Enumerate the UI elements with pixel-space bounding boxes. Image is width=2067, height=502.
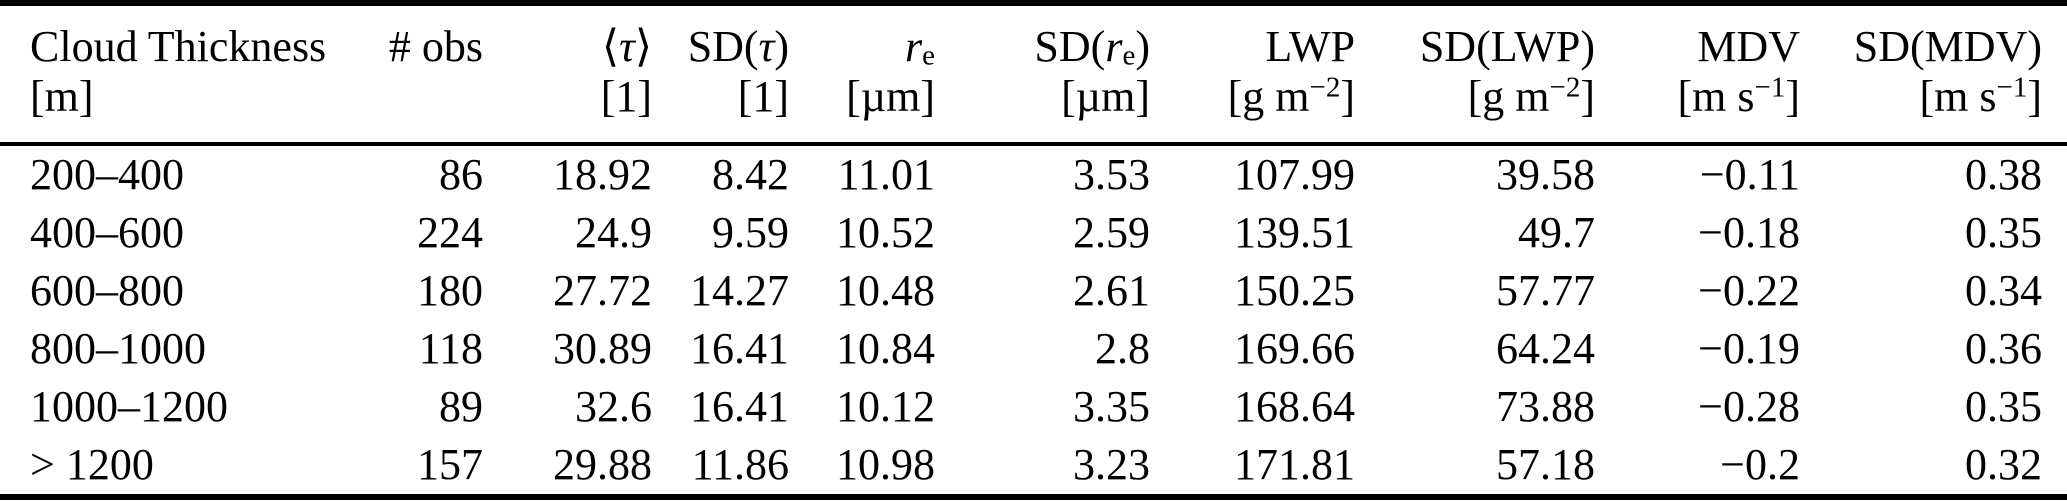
cell-num-obs: 89 — [439, 382, 483, 431]
cell-re-sd: 2.8 — [1095, 324, 1150, 373]
cell-tau-sd: 16.41 — [690, 324, 789, 373]
cell-tau-mean: 32.6 — [575, 382, 652, 431]
cell-cloud-thickness: 200–400 — [30, 150, 184, 199]
cell-mdv-sd: 0.32 — [1965, 440, 2042, 489]
table-header: Cloud Thickness # obs ⟨τ⟩ SD(τ) re SD(re) LWP S… — [0, 3, 2067, 144]
cell-lwp: 139.51 — [1234, 208, 1355, 257]
column-unit-lwp-sd: [g m−2] — [1467, 71, 1595, 121]
cell-lwp: 171.81 — [1234, 440, 1355, 489]
cell-re-sd: 2.59 — [1073, 208, 1150, 257]
column-unit-re: [µm] — [846, 72, 935, 121]
cell-re: 10.84 — [836, 324, 935, 373]
cell-cloud-thickness: 400–600 — [30, 208, 184, 257]
cell-tau-mean: 27.72 — [553, 266, 652, 315]
cell-mdv-sd: 0.36 — [1965, 324, 2042, 373]
column-header-lwp: LWP — [1265, 22, 1355, 71]
cell-mdv: −0.28 — [1698, 382, 1800, 431]
cell-lwp-sd: 73.88 — [1496, 382, 1595, 431]
cell-mdv: −0.2 — [1720, 440, 1800, 489]
column-header-num-obs: # obs — [388, 22, 483, 71]
cell-re: 10.98 — [836, 440, 935, 489]
cell-re: 10.48 — [836, 266, 935, 315]
cell-lwp-sd: 57.18 — [1496, 440, 1595, 489]
cell-re: 11.01 — [837, 150, 935, 199]
cell-mdv: −0.11 — [1699, 150, 1800, 199]
column-header-re-sd: SD(re) — [1034, 22, 1150, 72]
cell-mdv: −0.19 — [1698, 324, 1800, 373]
column-unit-tau-sd: [1] — [737, 72, 789, 121]
cell-tau-mean: 24.9 — [575, 208, 652, 257]
cell-tau-sd: 9.59 — [712, 208, 789, 257]
cell-lwp: 150.25 — [1234, 266, 1355, 315]
cell-lwp-sd: 39.58 — [1496, 150, 1595, 199]
table-row: 400–600 224 24.9 9.59 10.52 2.59 139.51 49.7 −0.… — [0, 204, 2067, 262]
cell-lwp: 168.64 — [1234, 382, 1355, 431]
column-header-re: re — [904, 22, 935, 72]
cell-tau-sd: 16.41 — [690, 382, 789, 431]
column-unit-mdv: [m s−1] — [1677, 71, 1800, 121]
column-header-tau-mean: ⟨τ⟩ — [601, 22, 652, 71]
cell-lwp-sd: 49.7 — [1518, 208, 1595, 257]
table-body: 200–400 86 18.92 8.42 11.01 3.53 107.99 39.58 −0… — [0, 144, 2067, 497]
cell-re-sd: 3.23 — [1073, 440, 1150, 489]
cell-re-sd: 3.35 — [1073, 382, 1150, 431]
cell-mdv: −0.18 — [1698, 208, 1800, 257]
cell-re: 10.12 — [836, 382, 935, 431]
column-header-lwp-sd: SD(LWP) — [1419, 22, 1595, 71]
cell-lwp-sd: 57.77 — [1496, 266, 1595, 315]
cell-re: 10.52 — [836, 208, 935, 257]
cell-lwp: 169.66 — [1234, 324, 1355, 373]
cell-lwp: 107.99 — [1234, 150, 1355, 199]
header-label-row: Cloud Thickness # obs ⟨τ⟩ SD(τ) re SD(re) LWP S… — [0, 3, 2067, 72]
cell-re-sd: 2.61 — [1073, 266, 1150, 315]
cell-num-obs: 86 — [439, 150, 483, 199]
cell-lwp-sd: 64.24 — [1496, 324, 1595, 373]
cell-mdv: −0.22 — [1698, 266, 1800, 315]
cell-cloud-thickness: 1000–1200 — [30, 382, 228, 431]
cell-num-obs: 157 — [417, 440, 483, 489]
table-row: 600–800 180 27.72 14.27 10.48 2.61 150.25 57.77… — [0, 262, 2067, 320]
cell-tau-sd: 11.86 — [691, 440, 789, 489]
cell-cloud-thickness: > 1200 — [30, 440, 154, 489]
cell-tau-mean: 30.89 — [553, 324, 652, 373]
table-row: 200–400 86 18.92 8.42 11.01 3.53 107.99 39.58 −0… — [0, 144, 2067, 204]
column-header-mdv: MDV — [1697, 22, 1800, 71]
column-unit-lwp: [g m−2] — [1227, 71, 1355, 121]
column-unit-num-obs — [375, 72, 483, 144]
cell-cloud-thickness: 800–1000 — [30, 324, 206, 373]
cell-mdv-sd: 0.35 — [1965, 382, 2042, 431]
table-row: 800–1000 118 30.89 16.41 10.84 2.8 169.66 64.24… — [0, 320, 2067, 378]
table-row: > 1200 157 29.88 11.86 10.98 3.23 171.81 57.18 −… — [0, 436, 2067, 497]
cell-re-sd: 3.53 — [1073, 150, 1150, 199]
cell-tau-sd: 14.27 — [690, 266, 789, 315]
header-unit-row: [m] [1] [1] [µm] [µm] [g m−2] [g m−2] [m s−1] [m… — [0, 72, 2067, 144]
column-header-cloud-thickness: Cloud Thickness — [30, 22, 327, 71]
cell-num-obs: 180 — [417, 266, 483, 315]
column-unit-tau-mean: [1] — [600, 72, 652, 121]
cell-cloud-thickness: 600–800 — [30, 266, 184, 315]
column-unit-cloud-thickness: [m] — [30, 72, 94, 121]
column-header-tau-sd: SD(τ) — [687, 22, 789, 71]
cell-num-obs: 224 — [417, 208, 483, 257]
cell-tau-mean: 18.92 — [553, 150, 652, 199]
cell-tau-mean: 29.88 — [553, 440, 652, 489]
cell-mdv-sd: 0.35 — [1965, 208, 2042, 257]
column-header-mdv-sd: SD(MDV) — [1853, 22, 2042, 71]
column-unit-re-sd: [µm] — [1061, 72, 1150, 121]
cell-mdv-sd: 0.34 — [1965, 266, 2042, 315]
cell-num-obs: 118 — [418, 324, 483, 373]
column-unit-mdv-sd: [m s−1] — [1919, 71, 2042, 121]
cell-mdv-sd: 0.38 — [1965, 150, 2042, 199]
table-row: 1000–1200 89 32.6 16.41 10.12 3.35 168.64 73.88… — [0, 378, 2067, 436]
cell-tau-sd: 8.42 — [712, 150, 789, 199]
